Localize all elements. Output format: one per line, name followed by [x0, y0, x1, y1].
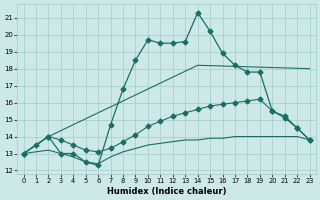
X-axis label: Humidex (Indice chaleur): Humidex (Indice chaleur) — [107, 187, 226, 196]
